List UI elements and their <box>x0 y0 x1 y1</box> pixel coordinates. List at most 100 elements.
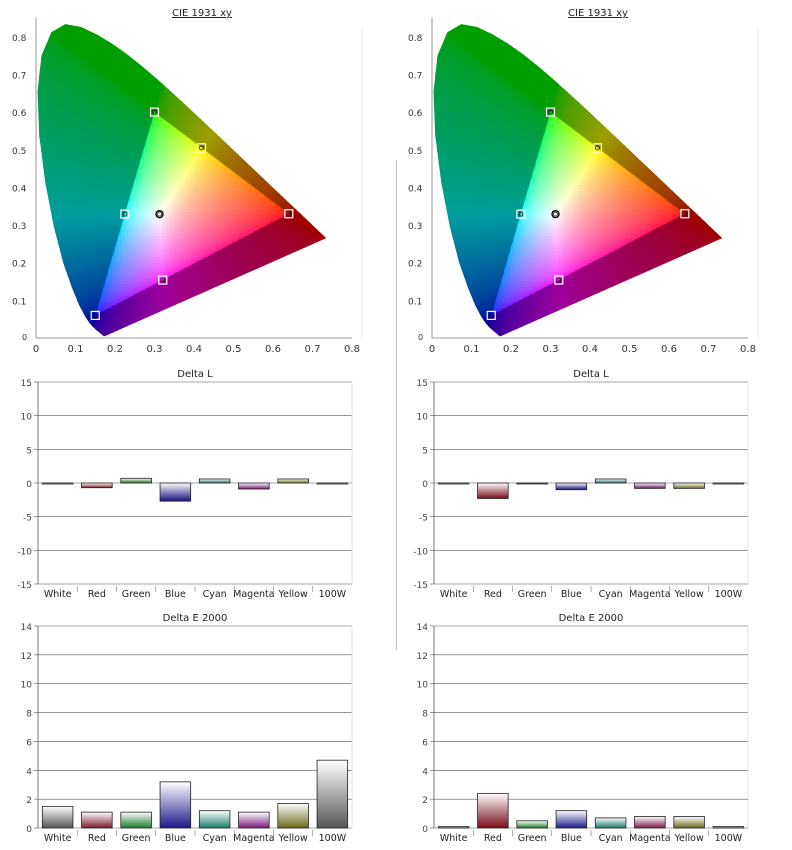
y-tick-label: 15 <box>417 379 428 389</box>
target-marker <box>680 209 690 219</box>
target-marker <box>554 275 564 285</box>
y-tick-label: 0.4 <box>408 184 423 194</box>
bar <box>673 816 705 829</box>
x-tick-label: White <box>44 833 72 844</box>
x-tick-label: 0.3 <box>543 344 559 355</box>
y-tick-label: 10 <box>21 681 33 691</box>
x-tick-label: Green <box>122 589 151 600</box>
bar <box>712 826 745 829</box>
x-tick-label: 0.5 <box>622 344 638 355</box>
bar <box>437 826 470 829</box>
chart-title: Delta E 2000 <box>163 613 228 624</box>
x-tick-label: Magenta <box>233 589 274 600</box>
bar <box>712 482 745 485</box>
measured-point <box>595 145 600 151</box>
y-tick-label: 0.4 <box>12 184 27 194</box>
y-tick-label: 0 <box>422 480 428 490</box>
y-tick-label: 0.2 <box>12 260 26 270</box>
y-tick-label: 10 <box>417 413 429 423</box>
bar <box>41 482 74 485</box>
x-tick-label: Magenta <box>629 589 670 600</box>
y-tick-label: 2 <box>26 796 32 806</box>
x-tick-label: Yellow <box>674 833 704 844</box>
x-tick-label: 0.5 <box>226 344 242 355</box>
y-tick-label: 0 <box>422 825 428 835</box>
y-tick-label: 0.5 <box>408 147 422 157</box>
y-tick-label: -5 <box>419 514 428 524</box>
y-tick-label: 12 <box>21 652 32 662</box>
x-tick-label: 0.7 <box>305 344 321 355</box>
y-tick-label: 8 <box>26 710 32 720</box>
chart-title: Delta L <box>573 369 609 380</box>
y-tick-label: 8 <box>422 710 428 720</box>
measured-point <box>157 211 162 217</box>
bar <box>238 482 270 490</box>
x-tick-label: Yellow <box>674 589 704 600</box>
target-marker <box>284 209 294 219</box>
x-tick-label: White <box>440 589 468 600</box>
bar <box>277 478 309 484</box>
bar <box>159 482 192 502</box>
x-tick-label: Green <box>122 833 151 844</box>
x-tick-label: Red <box>88 589 106 600</box>
y-tick-label: 0.6 <box>12 109 27 119</box>
x-tick-label: Blue <box>165 589 186 600</box>
y-tick-label: 5 <box>26 446 32 456</box>
measured-point <box>152 109 157 115</box>
x-tick-label: Blue <box>561 589 582 600</box>
target-marker <box>486 310 496 321</box>
chart-title: CIE 1931 xy <box>568 8 628 19</box>
target-marker <box>545 107 556 117</box>
x-tick-label: White <box>44 589 72 600</box>
x-tick-label: 0 <box>33 344 39 355</box>
x-tick-label: Green <box>518 589 547 600</box>
x-tick-label: 0.2 <box>503 344 519 355</box>
cie-chart-right: CIE 1931 xy 0 0.1 0.2 0.3 0.4 0.5 0.6 0.7 0.8 0.1 0… <box>408 8 759 355</box>
measured-point <box>556 277 562 283</box>
delta-l-chart-right: Delta L 15 10 5 0 -5 -10 -15 White Red Green Blue Cy… <box>413 369 749 600</box>
bar <box>81 482 113 489</box>
chart-title: CIE 1931 xy <box>172 8 232 19</box>
x-tick-label: Yellow <box>278 833 308 844</box>
y-tick-label: 0.1 <box>408 297 422 307</box>
y-tick-label: -10 <box>413 547 428 557</box>
bar <box>198 810 231 829</box>
y-tick-label: 0.8 <box>12 34 27 44</box>
y-tick-label: 0.2 <box>408 260 422 270</box>
bar <box>316 759 349 829</box>
measured-point <box>160 277 166 283</box>
x-tick-label: Red <box>484 589 502 600</box>
bar <box>238 811 270 829</box>
bar <box>634 816 666 829</box>
delta-e-chart-left: Delta E 2000 14 12 10 8 6 4 2 0 White Red Green Blue… <box>21 613 353 844</box>
chart-title: Delta L <box>177 369 213 380</box>
measured-point <box>122 211 128 217</box>
x-tick-label: 0.3 <box>147 344 163 355</box>
delta-e-chart-right: Delta E 2000 14 12 10 8 6 4 2 0 White Red Green Blue… <box>417 613 749 844</box>
chart-title: Delta E 2000 <box>559 613 624 624</box>
bar <box>634 482 666 489</box>
x-tick-label: Red <box>88 833 106 844</box>
x-tick-label: 0.6 <box>661 344 677 355</box>
x-tick-label: Magenta <box>233 833 274 844</box>
x-tick-label: 0.1 <box>68 344 84 355</box>
y-tick-label: 2 <box>422 796 428 806</box>
y-tick-label: 0 <box>26 480 32 490</box>
measured-point <box>488 313 494 318</box>
bar <box>516 820 548 829</box>
y-tick-label: 0.8 <box>408 34 423 44</box>
y-tick-label: 0.3 <box>408 222 422 232</box>
x-tick-label: 0.8 <box>740 344 756 355</box>
y-tick-label: 5 <box>422 446 428 456</box>
bar <box>594 478 627 484</box>
target-marker <box>149 107 160 117</box>
measured-point <box>286 211 292 217</box>
y-tick-label: 4 <box>422 767 428 777</box>
delta-l-chart-left: Delta L 15 10 5 0 -5 -10 -15 White Red Green Blue Cy… <box>17 369 353 600</box>
measured-point <box>92 313 98 318</box>
y-tick-label: 14 <box>417 623 429 633</box>
x-tick-label: Yellow <box>278 589 308 600</box>
white-point-marker <box>551 209 560 219</box>
y-tick-label: 0.5 <box>12 147 26 157</box>
y-tick-label: -10 <box>17 547 32 557</box>
